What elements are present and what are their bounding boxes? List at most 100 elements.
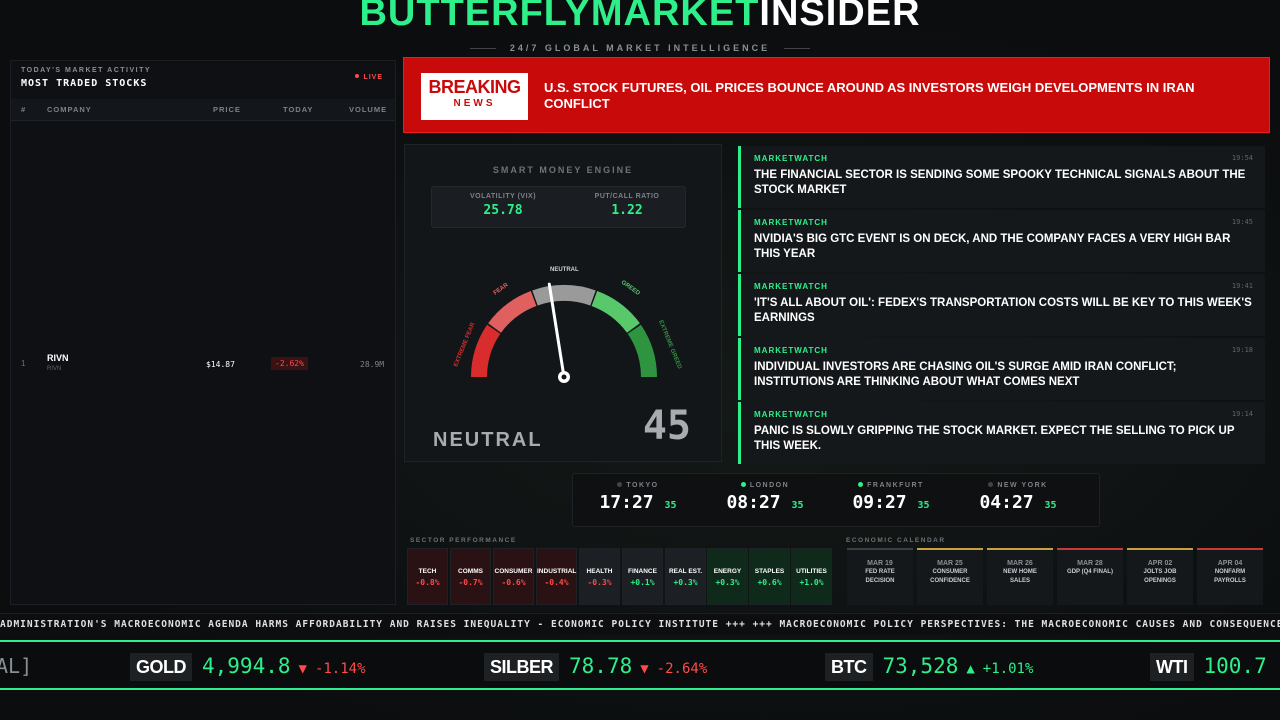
zone-extreme-greed [627,324,657,378]
zone-greed [591,291,640,333]
col-volume[interactable]: VOLUME [349,105,388,114]
sector-tile[interactable]: UTILITIES +1.0% [791,548,832,605]
most-traded-panel: TODAY'S MARKET ACTIVITY MOST TRADED STOC… [10,60,396,605]
sector-tile[interactable]: TECH -0.8% [407,548,448,605]
brand-white: INSIDER [759,0,921,34]
col-rank[interactable]: # [21,105,27,114]
zone-label-fear: FEAR [493,282,510,297]
sector-tile[interactable]: HEALTH -0.3% [579,548,620,605]
calendar-event[interactable]: MAR 28 GDP (Q4 FINAL) [1057,548,1123,605]
clock-time: 08:27 35 [726,492,804,513]
calendar-caption: ECONOMIC CALENDAR [846,537,946,544]
down-arrow-icon: ▼ [640,661,649,677]
news-headline: 'IT'S ALL ABOUT OIL': FEDEX'S TRANSPORTA… [754,297,1252,324]
sector-tile[interactable]: CONSUMER -0.6% [493,548,534,605]
calendar-event[interactable]: MAR 19 FED RATE DECISION [847,548,913,605]
news-time: 19:41 [1231,282,1253,290]
news-item[interactable]: MARKETWATCH 19:41 'IT'S ALL ABOUT OIL': … [738,274,1265,336]
news-item[interactable]: MARKETWATCH 19:45 NVIDIA'S BIG GTC EVENT… [738,210,1265,272]
vix-stat: VOLATILITY (VIX) 25.78 [448,193,558,218]
calendar-event[interactable]: APR 02 JOLTS JOB OPENINGS [1127,548,1193,605]
row-volume: 28.9M [360,360,385,369]
clock-city: FRANKFURT [836,482,946,489]
sector-tile[interactable]: STAPLES +0.6% [749,548,790,605]
brand-green: BUTTERFLYMARKET [359,0,760,34]
calendar-event[interactable]: MAR 26 NEW HOME SALES [987,548,1053,605]
panel-title: MOST TRADED STOCKS [21,78,148,89]
news-time: 19:14 [1231,410,1253,418]
sector-tile[interactable]: INDUSTRIAL -0.4% [536,548,577,605]
putcall-label: PUT/CALL RATIO [594,193,660,200]
putcall-stat: PUT/CALL RATIO 1.22 [572,193,682,218]
smart-money-gauge-panel: SMART MONEY ENGINE VOLATILITY (VIX) 25.7… [404,144,722,462]
news-label: NEWS [453,98,496,109]
up-arrow-icon: ▲ [966,661,975,677]
ticker-item-gold[interactable]: GOLD 4,994.8 ▼ -1.14% [130,652,366,681]
calendar-event[interactable]: APR 04 NONFARM PAYROLLS [1197,548,1263,605]
clock-city: TOKYO [583,482,693,489]
gauge-stats: VOLATILITY (VIX) 25.78 PUT/CALL RATIO 1.… [431,186,686,228]
zone-label-greed: GREED [620,280,641,298]
clock-time: 04:27 35 [979,492,1057,513]
news-headline: PANIC IS SLOWLY GRIPPING THE STOCK MARKE… [754,425,1235,452]
news-source: MARKETWATCH [754,346,828,355]
calendar-event[interactable]: MAR 25 CONSUMER CONFIDENCE [917,548,983,605]
news-source: MARKETWATCH [754,218,828,227]
vix-label: VOLATILITY (VIX) [469,193,537,200]
clock-time: 09:27 35 [852,492,930,513]
vix-value: 25.78 [483,203,523,218]
fear-greed-dial: EXTREME FEAR FEAR NEUTRAL GREED EXTREME … [453,267,682,383]
breaking-label: BREAKING [428,77,521,97]
table-header: # COMPANY PRICE TODAY VOLUME [11,99,395,121]
sentiment-score: 45 [642,403,691,449]
news-item[interactable]: MARKETWATCH 19:54 THE FINANCIAL SECTOR I… [738,146,1265,208]
clock-time: 17:27 35 [599,492,677,513]
down-arrow-icon: ▼ [298,661,307,677]
sector-tile[interactable]: REAL EST. +0.3% [665,548,706,605]
row-price: $14.87 [206,360,235,369]
gauge-title: SMART MONEY ENGINE [492,165,634,175]
news-item[interactable]: MARKETWATCH 19:18 INDIVIDUAL INVESTORS A… [738,338,1265,400]
clock-frankfurt: FRANKFURT 09:27 35 [836,482,946,513]
sector-tile[interactable]: FINANCE +0.1% [622,548,663,605]
col-price[interactable]: PRICE [213,105,241,114]
breaking-news-badge: BREAKING NEWS [421,73,528,120]
news-headline: NVIDIA'S BIG GTC EVENT IS ON DECK, AND T… [754,233,1231,260]
row-rank: 1 [21,359,26,368]
row-ticker: RIVN [47,366,62,372]
clock-london: LONDON 08:27 35 [710,482,820,513]
news-headline: THE FINANCIAL SECTOR IS SENDING SOME SPO… [754,169,1246,196]
sector-tile[interactable]: ENERGY +0.3% [707,548,748,605]
table-row[interactable]: 1 RIVN RIVN $14.87 -2.62% 28.9M [11,348,395,378]
zone-fear [488,291,537,333]
news-time: 19:18 [1231,346,1253,354]
clock-new-york: NEW YORK 04:27 35 [963,482,1073,513]
news-time: 19:45 [1231,218,1253,226]
news-source: MARKETWATCH [754,154,828,163]
news-source: MARKETWATCH [754,410,828,419]
ticker-item-btc[interactable]: BTC 73,528 ▲ +1.01% [825,652,1033,681]
ticker-item-wti[interactable]: WTI 100.7 [1150,652,1267,681]
ticker-item: AL] [0,654,33,678]
news-source: MARKETWATCH [754,282,828,291]
col-company[interactable]: COMPANY [47,105,92,114]
brand-title: BUTTERFLYMARKETINSIDER [0,0,1280,38]
zone-label-extreme-greed: EXTREME GREED [657,320,682,371]
sector-tile[interactable]: COMMS -0.7% [450,548,491,605]
ticker-item-silber[interactable]: SILBER 78.78 ▼ -2.64% [484,652,707,681]
breaking-headline: U.S. STOCK FUTURES, OIL PRICES BOUNCE AR… [544,80,1195,111]
live-badge: LIVE [355,74,383,81]
clock-tokyo: TOKYO 17:27 35 [583,482,693,513]
col-today[interactable]: TODAY [283,105,314,114]
row-company: RIVN [47,353,69,363]
world-clocks: TOKYO 17:27 35 LONDON 08:27 35 FRANKFURT… [572,473,1100,527]
clock-city: NEW YORK [963,482,1073,489]
putcall-value: 1.22 [611,203,643,218]
breaking-news-banner[interactable]: BREAKING NEWS U.S. STOCK FUTURES, OIL PR… [403,57,1270,133]
zone-neutral [532,284,596,306]
gauge-needle [547,282,566,379]
row-change: -2.62% [271,357,308,370]
news-item[interactable]: MARKETWATCH 19:14 PANIC IS SLOWLY GRIPPI… [738,402,1265,464]
